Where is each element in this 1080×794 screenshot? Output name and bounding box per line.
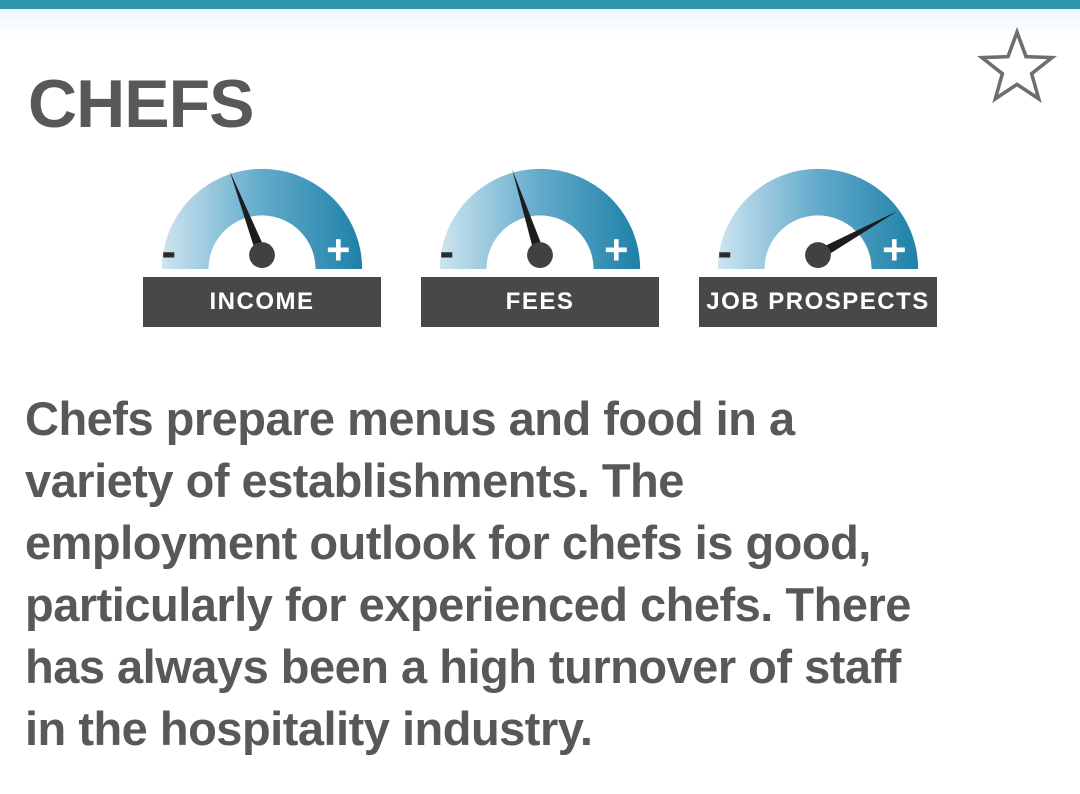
topbar-fade	[0, 9, 1080, 35]
gauge-needle	[811, 211, 897, 262]
gauge-fees-dial: - +	[439, 168, 641, 273]
gauge-hub	[249, 242, 275, 268]
favorite-star-button[interactable]	[976, 26, 1058, 112]
gauge-job-prospects: - + JOB PROSPECTS	[699, 146, 937, 327]
gauge-income-dial: - +	[161, 168, 363, 273]
gauge-hub	[527, 242, 553, 268]
description-line: employment outlook for chefs is good,	[25, 516, 871, 569]
page-title: CHEFS	[28, 65, 254, 142]
gauge-minus-label: -	[162, 228, 177, 273]
gauge-plus-label: +	[326, 226, 350, 273]
gauge-fees: - + FEES	[421, 146, 659, 327]
star-icon	[977, 26, 1057, 103]
gauge-plus-label: +	[882, 226, 906, 273]
description-paragraph: Chefs prepare menus and food in a variet…	[25, 388, 1070, 760]
gauge-arc	[717, 168, 919, 269]
gauge-label-bar: JOB PROSPECTS	[699, 276, 937, 327]
top-accent-bar	[0, 0, 1080, 9]
gauge-arc	[439, 168, 641, 269]
gauge-label-bar: INCOME	[143, 276, 381, 327]
description-line: variety of establishments. The	[25, 454, 684, 507]
description-line: in the hospitality industry.	[25, 702, 593, 755]
gauge-job-prospects-dial: - +	[717, 168, 919, 273]
gauge-needle	[229, 170, 269, 261]
gauge-minus-label: -	[440, 228, 455, 273]
description-line: particularly for experienced chefs. Ther…	[25, 578, 911, 631]
gauge-minus-label: -	[718, 228, 733, 273]
description-line: Chefs prepare menus and food in a	[25, 392, 795, 445]
description-line: has always been a high turnover of staff	[25, 640, 901, 693]
gauge-label-bar: FEES	[421, 276, 659, 327]
gauge-arc	[161, 168, 363, 269]
gauge-label: JOB PROSPECTS	[706, 287, 930, 315]
gauge-label: INCOME	[209, 287, 315, 315]
gauge-hub	[805, 242, 831, 268]
gauge-needle	[512, 169, 547, 261]
gauge-label: FEES	[505, 287, 575, 315]
gauges-row: - + INCOME - + FEES	[0, 146, 1080, 327]
gauge-income: - + INCOME	[143, 146, 381, 327]
gauge-plus-label: +	[604, 226, 628, 273]
